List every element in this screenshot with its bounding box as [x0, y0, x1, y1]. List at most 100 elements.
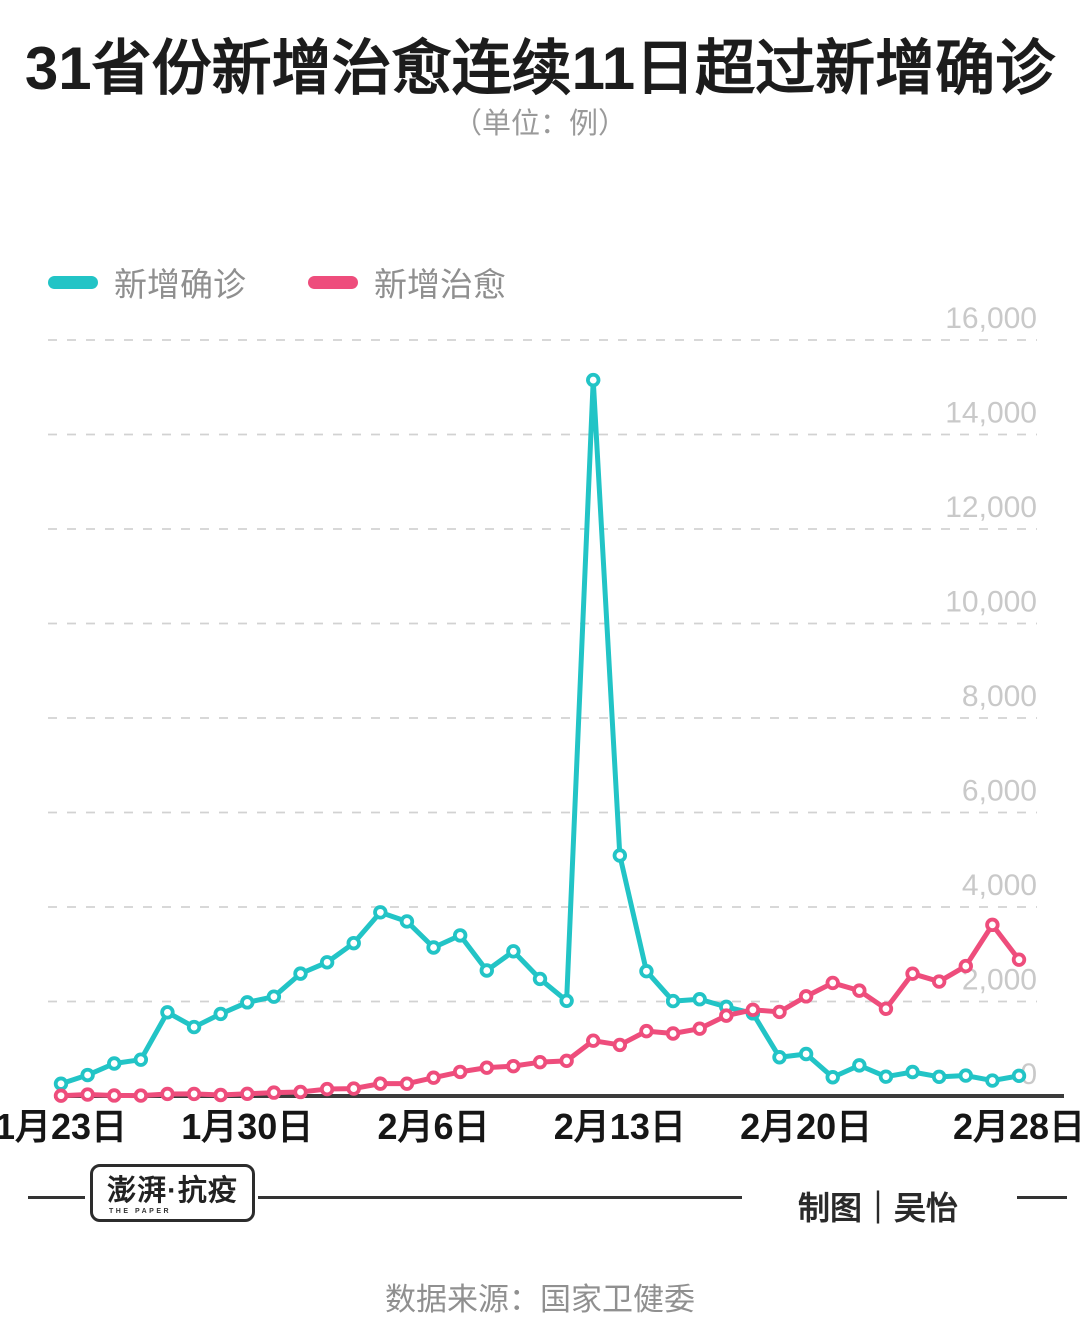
confirmed-marker — [1011, 1068, 1027, 1084]
cured-marker — [586, 1033, 601, 1048]
confirmed-marker — [905, 1064, 920, 1080]
y-tick-label: 0 — [1020, 1058, 1037, 1091]
y-tick-label: 10,000 — [945, 586, 1037, 619]
chart-subtitle: （单位：例） — [452, 108, 627, 140]
confirmed-marker — [559, 993, 574, 1008]
confirmed-marker — [186, 1019, 202, 1035]
cured-marker — [426, 1070, 441, 1085]
cured-marker — [160, 1086, 175, 1102]
cured-marker — [772, 1004, 787, 1020]
thepaper-logo: 澎湃·抗疫 THE PAPER — [90, 1164, 255, 1222]
confirmed-marker — [133, 1052, 149, 1067]
cured-marker — [293, 1084, 308, 1100]
footer-rule-mid — [258, 1196, 742, 1199]
cured-marker — [665, 1026, 681, 1041]
y-tick-label: 4,000 — [962, 869, 1037, 902]
confirmed-marker — [958, 1068, 973, 1083]
confirmed-marker — [319, 955, 335, 970]
cured-marker — [798, 989, 814, 1004]
legend-label-confirmed: 新增确诊 — [114, 266, 246, 303]
x-tick-label: 2月28日 — [953, 1106, 1080, 1147]
cured-marker — [692, 1021, 707, 1036]
x-tick-label: 1月30日 — [181, 1106, 313, 1147]
confirmed-marker — [266, 989, 282, 1004]
cured-marker — [452, 1064, 468, 1080]
confirmed-marker — [931, 1069, 947, 1085]
cured-marker — [479, 1060, 494, 1075]
cured-marker — [532, 1054, 548, 1070]
legend-label-cured: 新增治愈 — [374, 266, 506, 303]
cured-marker — [107, 1088, 122, 1103]
confirmed-marker — [639, 964, 654, 979]
footer-rule-right — [1017, 1196, 1067, 1199]
cured-marker — [346, 1081, 361, 1096]
cured-marker — [506, 1058, 521, 1074]
confirmed-swatch-icon — [48, 275, 98, 289]
logo-subtext: THE PAPER — [109, 1208, 172, 1215]
cured-marker — [719, 1008, 734, 1023]
cured-marker — [319, 1081, 335, 1097]
confirmed-marker — [612, 848, 628, 863]
confirmed-marker — [852, 1058, 867, 1073]
confirmed-marker — [399, 914, 415, 929]
data-source-note: 数据来源：国家卫健委 — [385, 1282, 695, 1317]
legend-item-confirmed: 新增确诊 — [48, 258, 246, 306]
cured-marker — [878, 1001, 894, 1016]
confirmed-marker — [53, 1076, 69, 1091]
confirmed-marker — [346, 935, 361, 951]
cured-marker — [266, 1085, 282, 1100]
confirmed-marker — [213, 1006, 228, 1022]
cured-marker — [186, 1086, 202, 1102]
cured-marker — [80, 1087, 95, 1102]
confirmed-marker — [798, 1046, 814, 1062]
cured-marker — [1011, 952, 1027, 967]
page-title: 31省份新增治愈连续11日超过新增确诊 — [24, 35, 1056, 102]
legend-item-cured: 新增治愈 — [308, 258, 506, 306]
confirmed-marker — [825, 1070, 840, 1085]
confirmed-marker — [532, 971, 548, 987]
cured-marker — [612, 1037, 628, 1053]
cured-marker — [745, 1002, 761, 1018]
author-credit: 制图｜吴怡 — [798, 1190, 959, 1226]
confirmed-marker — [107, 1056, 122, 1071]
confirmed-marker — [772, 1050, 787, 1065]
confirmed-marker — [692, 992, 707, 1007]
y-tick-label: 14,000 — [945, 397, 1037, 430]
cured-marker — [213, 1087, 228, 1103]
cured-swatch-icon — [308, 275, 358, 289]
cured-marker — [905, 966, 920, 981]
confirmed-marker — [506, 944, 521, 959]
cured-marker — [958, 958, 973, 974]
cured-marker — [825, 975, 840, 991]
cured-marker — [240, 1086, 255, 1101]
confirmed-marker — [878, 1069, 894, 1084]
x-tick-label: 2月13日 — [554, 1106, 686, 1147]
y-tick-label: 6,000 — [962, 775, 1037, 808]
footer-rule-left — [28, 1196, 85, 1199]
line-chart: 0 2,000 4,000 6,000 8,000 10,000 12,000 14,000 1… — [0, 302, 1080, 1147]
confirmed-marker — [985, 1073, 1000, 1088]
cured-marker — [53, 1088, 69, 1103]
x-tick-label: 1月23日 — [0, 1106, 127, 1147]
cured-marker — [559, 1053, 574, 1069]
cured-marker — [931, 974, 947, 989]
chart-legend: 新增确诊 新增治愈 — [48, 258, 506, 306]
y-tick-label: 16,000 — [945, 302, 1037, 335]
y-tick-label: 2,000 — [962, 964, 1037, 997]
confirmed-marker — [665, 993, 681, 1009]
confirmed-marker — [373, 905, 388, 920]
x-tick-label: 2月20日 — [740, 1106, 872, 1147]
confirmed-marker — [160, 1005, 175, 1020]
y-tick-label: 8,000 — [962, 680, 1037, 713]
confirmed-marker — [586, 372, 601, 388]
cured-marker — [133, 1088, 149, 1103]
confirmed-marker — [479, 963, 494, 978]
cured-marker — [373, 1076, 388, 1091]
confirmed-marker — [240, 995, 255, 1010]
confirmed-marker — [293, 966, 308, 981]
logo-text: 澎湃·抗疫 — [107, 1174, 238, 1207]
cured-marker — [399, 1076, 415, 1091]
y-tick-label: 12,000 — [945, 491, 1037, 524]
cured-marker — [985, 917, 1000, 933]
x-tick-label: 2月6日 — [378, 1106, 490, 1147]
